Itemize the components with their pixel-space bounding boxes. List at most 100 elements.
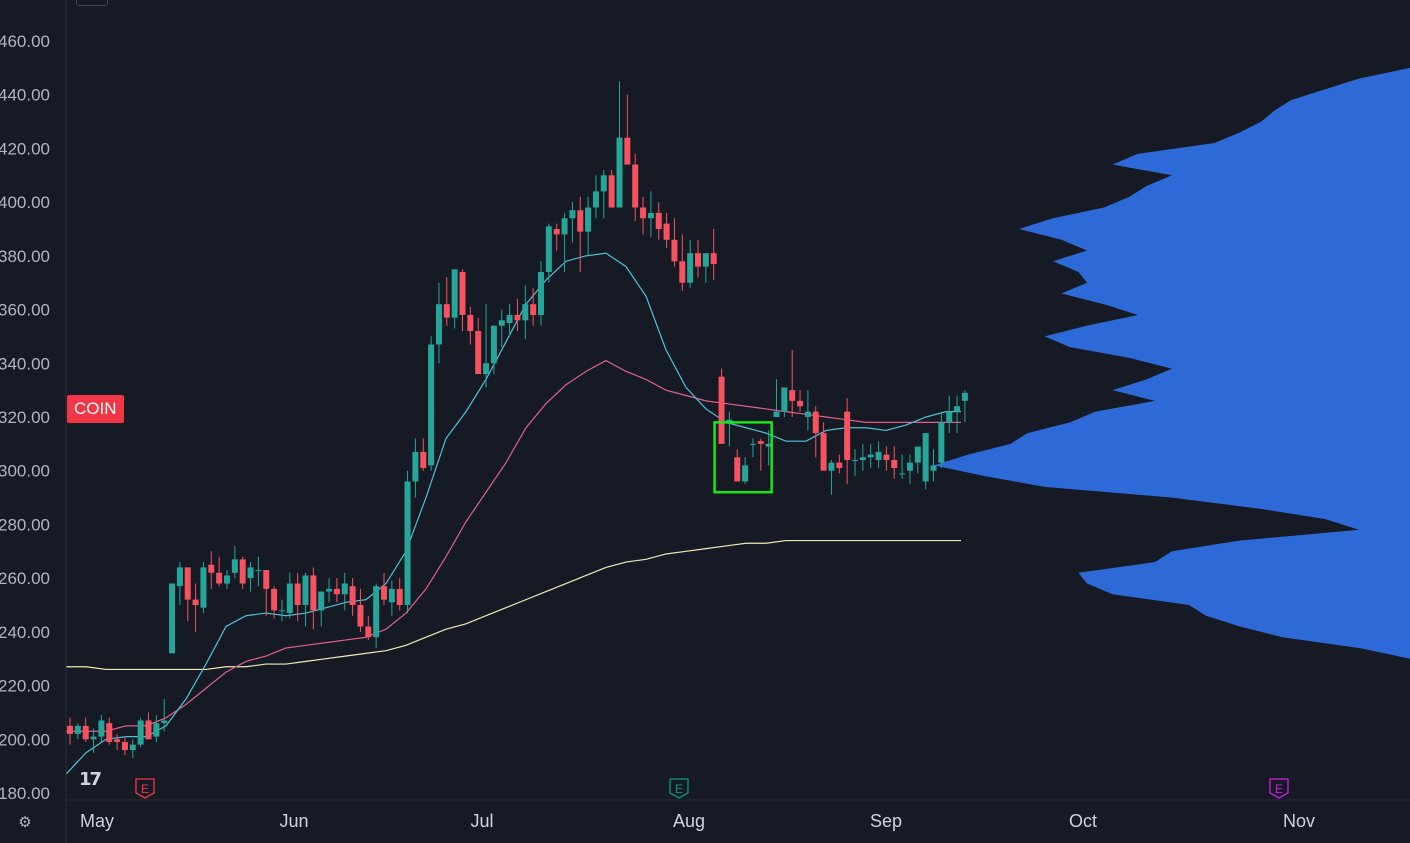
x-tick-label: Nov xyxy=(1283,811,1315,831)
candle xyxy=(373,583,380,648)
candle xyxy=(67,717,73,745)
candle-body xyxy=(891,459,898,469)
candle xyxy=(137,717,144,748)
y-tick-label: 340.00 xyxy=(0,354,50,373)
candle xyxy=(255,556,262,587)
candle xyxy=(710,229,717,281)
candle xyxy=(734,449,741,482)
candle xyxy=(789,349,796,417)
candle xyxy=(538,261,544,326)
candle-body xyxy=(640,207,647,219)
candle-body xyxy=(475,331,482,375)
candle xyxy=(412,438,419,498)
earnings-marker[interactable]: E xyxy=(135,778,155,799)
earnings-marker[interactable]: E xyxy=(1269,778,1289,799)
candle xyxy=(271,586,278,619)
x-tick-label: Aug xyxy=(673,811,705,831)
candle xyxy=(600,169,607,219)
candle-body xyxy=(263,570,270,589)
candle xyxy=(624,94,631,165)
candle-body xyxy=(381,586,387,600)
settings-gear-icon[interactable]: ⚙ xyxy=(18,814,32,831)
candle-body xyxy=(114,739,121,742)
candle-body xyxy=(247,567,254,579)
highlight-box[interactable] xyxy=(713,421,773,494)
y-tick-label: 280.00 xyxy=(0,515,50,534)
candle xyxy=(310,567,317,630)
candle xyxy=(153,715,160,742)
candle xyxy=(569,202,576,243)
candle xyxy=(341,572,348,611)
candle xyxy=(184,567,191,622)
candle-body xyxy=(804,411,811,417)
candle xyxy=(451,269,458,329)
y-tick-label: 220.00 xyxy=(0,677,50,696)
candle xyxy=(671,218,678,267)
candle xyxy=(435,282,442,364)
candle-body xyxy=(82,725,89,740)
x-axis[interactable]: May Jun Jul Aug Sep Oct Nov xyxy=(80,811,1315,831)
candle-body xyxy=(294,583,301,605)
candle-body xyxy=(90,736,97,740)
candle xyxy=(420,438,427,471)
candle-body xyxy=(137,720,144,745)
x-tick-label: Jun xyxy=(279,811,308,831)
candle xyxy=(326,578,333,603)
candle-body xyxy=(781,387,788,412)
candle-body xyxy=(577,210,584,232)
pane-resize-handle[interactable] xyxy=(76,0,108,6)
candle xyxy=(875,441,882,469)
candle-body xyxy=(961,392,968,401)
candle xyxy=(545,223,552,283)
candle-body xyxy=(624,137,631,165)
earnings-marker[interactable]: E xyxy=(669,778,689,799)
candle-body xyxy=(687,253,694,283)
candle xyxy=(498,309,505,348)
candle-body xyxy=(420,451,427,469)
candle-body xyxy=(553,229,560,235)
candle xyxy=(145,712,152,740)
candle xyxy=(106,717,113,745)
candle xyxy=(930,449,937,482)
candle-body xyxy=(184,567,191,600)
y-tick-label: 200.00 xyxy=(0,730,50,749)
candle-body xyxy=(490,325,497,364)
candle xyxy=(687,239,694,289)
earnings-marker-label: E xyxy=(675,782,683,796)
candle xyxy=(381,572,387,605)
candle-body xyxy=(365,626,372,638)
candle-body xyxy=(333,588,340,595)
candle-body xyxy=(106,723,113,742)
candle-body xyxy=(922,433,929,482)
y-axis[interactable]: 180.00 200.00 220.00 240.00 260.00 280.00 300.… xyxy=(0,32,50,803)
candle xyxy=(867,443,874,469)
candle xyxy=(278,599,285,622)
candle xyxy=(294,572,301,622)
candle-body xyxy=(765,443,772,447)
y-tick-label: 360.00 xyxy=(0,301,50,320)
candle-body xyxy=(718,376,725,444)
symbol-badge: COIN xyxy=(67,395,124,423)
candle-body xyxy=(514,314,521,321)
candle-body xyxy=(530,304,537,315)
candle xyxy=(773,379,780,417)
candle-body xyxy=(278,610,285,612)
y-tick-label: 440.00 xyxy=(0,86,50,105)
candle xyxy=(640,196,647,235)
candle xyxy=(490,325,497,375)
candle xyxy=(899,454,906,479)
candle xyxy=(742,457,749,485)
candle xyxy=(852,449,858,477)
candle xyxy=(90,728,97,753)
tradingview-logo[interactable]: 17 xyxy=(79,769,102,790)
candle-body xyxy=(341,583,348,595)
y-tick-label: 460.00 xyxy=(0,32,50,51)
candle-body xyxy=(852,459,858,461)
candle-body xyxy=(742,465,749,482)
candle xyxy=(239,556,246,589)
candle xyxy=(216,556,223,587)
candle xyxy=(663,212,670,248)
candle xyxy=(922,433,929,490)
candle-body xyxy=(820,433,827,471)
